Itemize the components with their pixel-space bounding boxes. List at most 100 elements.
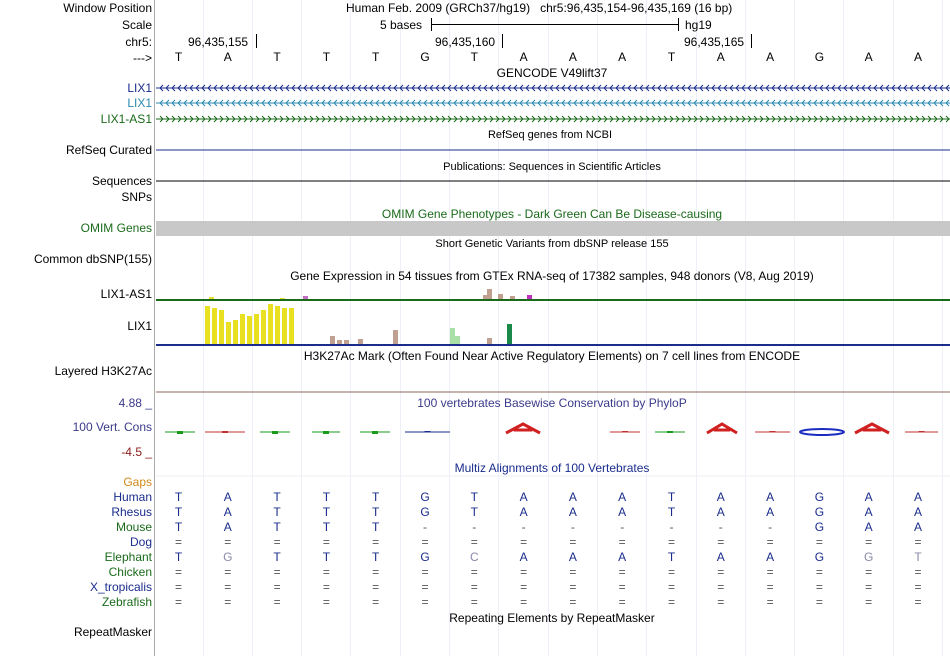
gtex-bar [254,314,259,344]
gaps-label[interactable]: Gaps [123,475,152,489]
alignment-base: A [864,490,873,504]
phylop-track-title[interactable]: 100 vertebrates Basewise Conservation by… [417,396,687,410]
alignment-base: = [322,565,330,579]
column-gridline [548,0,549,656]
alignment-base: T [322,550,331,564]
phylop-score-mark [323,431,329,434]
alignment-base: G [814,520,825,534]
column-gridline [696,0,697,656]
gene-label-lix1[interactable]: LIX1 [127,81,152,95]
gencode-track-title[interactable]: GENCODE V49lift37 [496,66,608,80]
alignment-base: T [667,490,676,504]
gene-label-lix1-as1[interactable]: LIX1-AS1 [100,112,152,126]
species-label-rhesus[interactable]: Rhesus [111,505,152,519]
refseq-track-title[interactable]: RefSeq genes from NCBI [487,129,613,141]
repeatmasker-track-title[interactable]: Repeating Elements by RepeatMasker [449,611,655,625]
alignment-base: = [766,595,774,609]
alignment-base: A [766,550,775,564]
omim-gene-bar[interactable] [156,221,950,236]
phylop-score-mark [424,431,431,432]
dbsnp-track-title[interactable]: Short Genetic Variants from dbSNP releas… [435,238,669,250]
gtex-bar [487,338,492,344]
chr-label: chr5: [125,35,152,49]
alignment-base: T [273,520,281,534]
alignment-base: = [667,535,675,549]
gene-label-lix1-alt[interactable]: LIX1 [127,96,152,110]
gtex-track-title[interactable]: Gene Expression in 54 tissues from GTEx … [290,269,814,283]
column-gridline [794,0,795,656]
gtex-label-lix1-as1[interactable]: LIX1-AS1 [100,287,152,301]
gtex-bar [393,330,398,344]
alignment-base: T [914,550,922,564]
omim-track-title[interactable]: OMIM Gene Phenotypes - Dark Green Can Be… [381,207,723,221]
reference-base: G [420,50,430,64]
species-label-zebrafish[interactable]: Zebrafish [101,595,152,609]
alignment-base: = [865,595,873,609]
alignment-base: = [372,580,380,594]
gtex-bar [303,296,308,299]
scale-bar [431,24,679,25]
gtex-bar [212,308,217,344]
gtex-bar [280,298,285,299]
publications-track-title[interactable]: Publications: Sequences in Scientific Ar… [443,161,661,173]
alignment-base: A [223,520,232,534]
reference-base: A [913,50,922,64]
column-gridline [498,0,499,656]
reference-base: T [372,50,380,64]
alignment-base: A [568,550,577,564]
alignment-base: = [569,565,577,579]
species-label-chicken[interactable]: Chicken [108,565,152,579]
phylop-conserved-glyph [505,422,541,435]
species-label-mouse[interactable]: Mouse [115,520,152,534]
alignment-base: A [519,505,528,519]
gtex-label-lix1[interactable]: LIX1 [127,319,152,333]
species-label-elephant[interactable]: Elephant [104,550,152,564]
column-gridline [252,0,253,656]
gtex-bar [282,308,287,344]
coord-label: 96,435,160 [435,35,496,49]
snps-label[interactable]: SNPs [121,190,152,204]
gene-strand-arrows [159,99,950,107]
repeatmasker-label[interactable]: RepeatMasker [73,625,152,639]
alignment-base: = [174,595,182,609]
gtex-bar [268,304,273,344]
alignment-base: C [469,550,479,564]
layered-h3k27ac-label[interactable]: Layered H3K27Ac [54,364,152,378]
alignment-base: = [667,565,675,579]
omim-genes-label[interactable]: OMIM Genes [80,221,152,235]
alignment-base: T [667,505,676,519]
alignment-base: G [814,550,825,564]
alignment-base: T [372,505,380,519]
reference-base: G [814,50,825,64]
species-label-dog[interactable]: Dog [129,535,152,549]
h3k27ac-track-title[interactable]: H3K27Ac Mark (Often Found Near Active Re… [303,349,801,363]
alignment-base: = [470,565,478,579]
alignment-base: = [766,565,774,579]
phylop-score-mark [222,431,228,433]
alignment-base: A [864,505,873,519]
alignment-base: = [421,535,429,549]
multiz-track-title[interactable]: Multiz Alignments of 100 Vertebrates [454,461,650,475]
scale-bases-text: 5 bases [380,18,423,32]
column-gridline [893,0,894,656]
alignment-base: A [568,490,577,504]
sequences-label[interactable]: Sequences [91,174,152,188]
reference-base: T [273,50,281,64]
alignment-base: T [174,550,183,564]
phylop-label[interactable]: 100 Vert. Cons [72,420,152,434]
alignment-base: = [372,595,380,609]
alignment-base: = [815,595,823,609]
common-dbsnp-label[interactable]: Common dbSNP(155) [33,252,152,266]
alignment-base: = [667,580,675,594]
species-label-human[interactable]: Human [113,490,152,504]
alignment-base: = [618,595,626,609]
species-label-x_tropicalis[interactable]: X_tropicalis [89,580,152,594]
refseq-curated-label[interactable]: RefSeq Curated [65,143,152,157]
alignment-base: = [815,580,823,594]
alignment-base: G [420,550,430,564]
alignment-base: T [174,490,183,504]
gtex-bar [205,306,210,344]
gtex-bar [487,289,492,299]
alignment-base: G [223,550,233,564]
alignment-base: = [865,580,873,594]
